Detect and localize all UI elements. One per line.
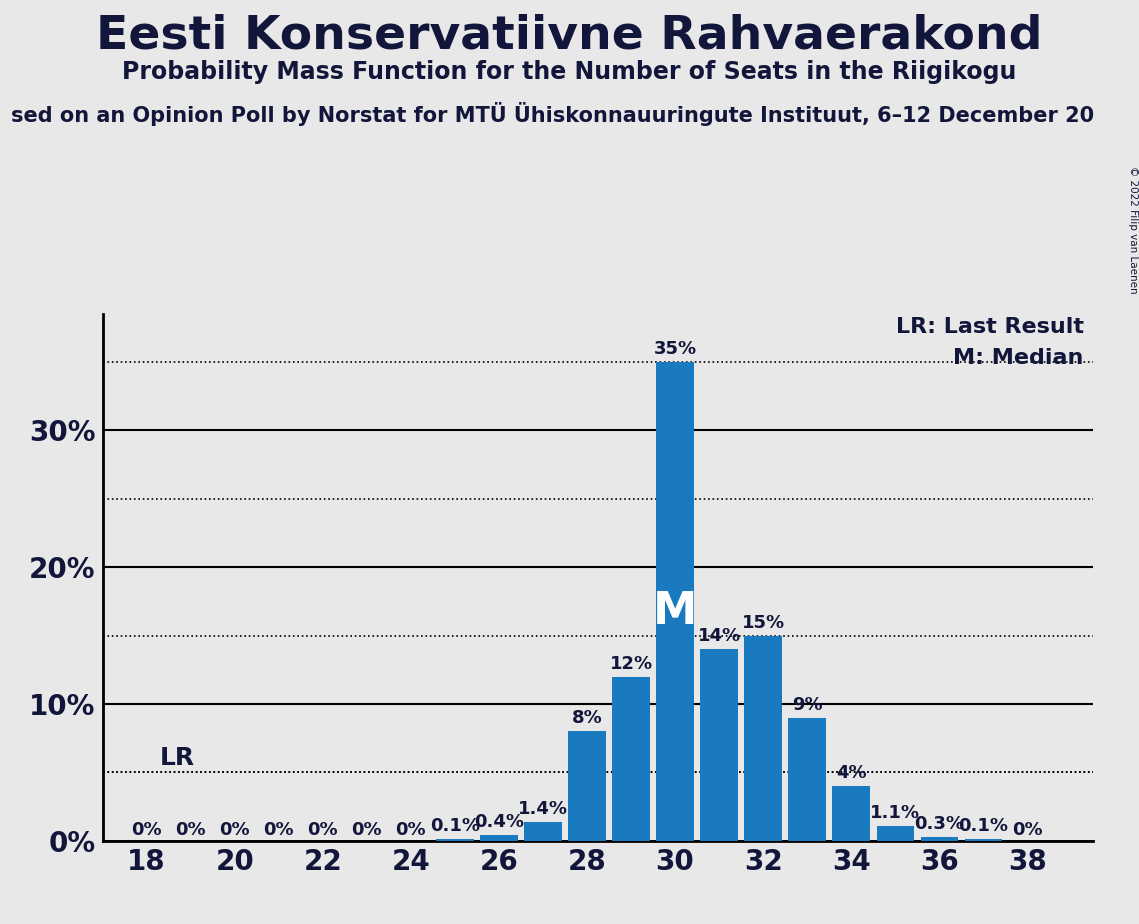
Text: 0.1%: 0.1% [958, 818, 1008, 835]
Text: 14%: 14% [697, 627, 740, 645]
Text: 0%: 0% [308, 821, 338, 839]
Bar [656, 362, 694, 841]
Bar [965, 840, 1002, 841]
Text: 0%: 0% [352, 821, 382, 839]
Text: Probability Mass Function for the Number of Seats in the Riigikogu: Probability Mass Function for the Number… [122, 60, 1017, 84]
Text: Eesti Konservatiivne Rahvaerakond: Eesti Konservatiivne Rahvaerakond [97, 14, 1042, 59]
Bar [481, 835, 517, 841]
Text: sed on an Opinion Poll by Norstat for MTÜ Ühiskonnauuringute Instituut, 6–12 Dec: sed on an Opinion Poll by Norstat for MT… [11, 102, 1095, 126]
Text: M: Median: M: Median [953, 348, 1083, 369]
Text: 0%: 0% [220, 821, 249, 839]
Text: LR: Last Result: LR: Last Result [895, 317, 1083, 336]
Text: 15%: 15% [741, 614, 785, 631]
Bar [524, 821, 562, 841]
Text: 0%: 0% [395, 821, 426, 839]
Bar [877, 826, 913, 841]
Text: 0.1%: 0.1% [429, 818, 480, 835]
Text: 1.1%: 1.1% [870, 804, 920, 821]
Text: © 2022 Filip van Laenen: © 2022 Filip van Laenen [1129, 166, 1138, 294]
Text: 1.4%: 1.4% [518, 799, 568, 818]
Bar [436, 840, 474, 841]
Text: 0%: 0% [263, 821, 294, 839]
Bar [613, 676, 649, 841]
Text: 0%: 0% [1013, 821, 1042, 839]
Text: 0.4%: 0.4% [474, 813, 524, 832]
Text: 0%: 0% [131, 821, 162, 839]
Bar [788, 718, 826, 841]
Text: 0.3%: 0.3% [915, 815, 965, 833]
Bar [920, 837, 958, 841]
Text: 8%: 8% [572, 710, 603, 727]
Text: M: M [653, 590, 697, 633]
Text: 0%: 0% [175, 821, 206, 839]
Text: LR: LR [159, 746, 195, 770]
Bar [700, 650, 738, 841]
Text: 4%: 4% [836, 764, 867, 782]
Text: 35%: 35% [654, 340, 697, 358]
Bar [745, 636, 781, 841]
Bar [568, 732, 606, 841]
Bar [833, 786, 870, 841]
Text: 12%: 12% [609, 654, 653, 673]
Text: 9%: 9% [792, 696, 822, 713]
